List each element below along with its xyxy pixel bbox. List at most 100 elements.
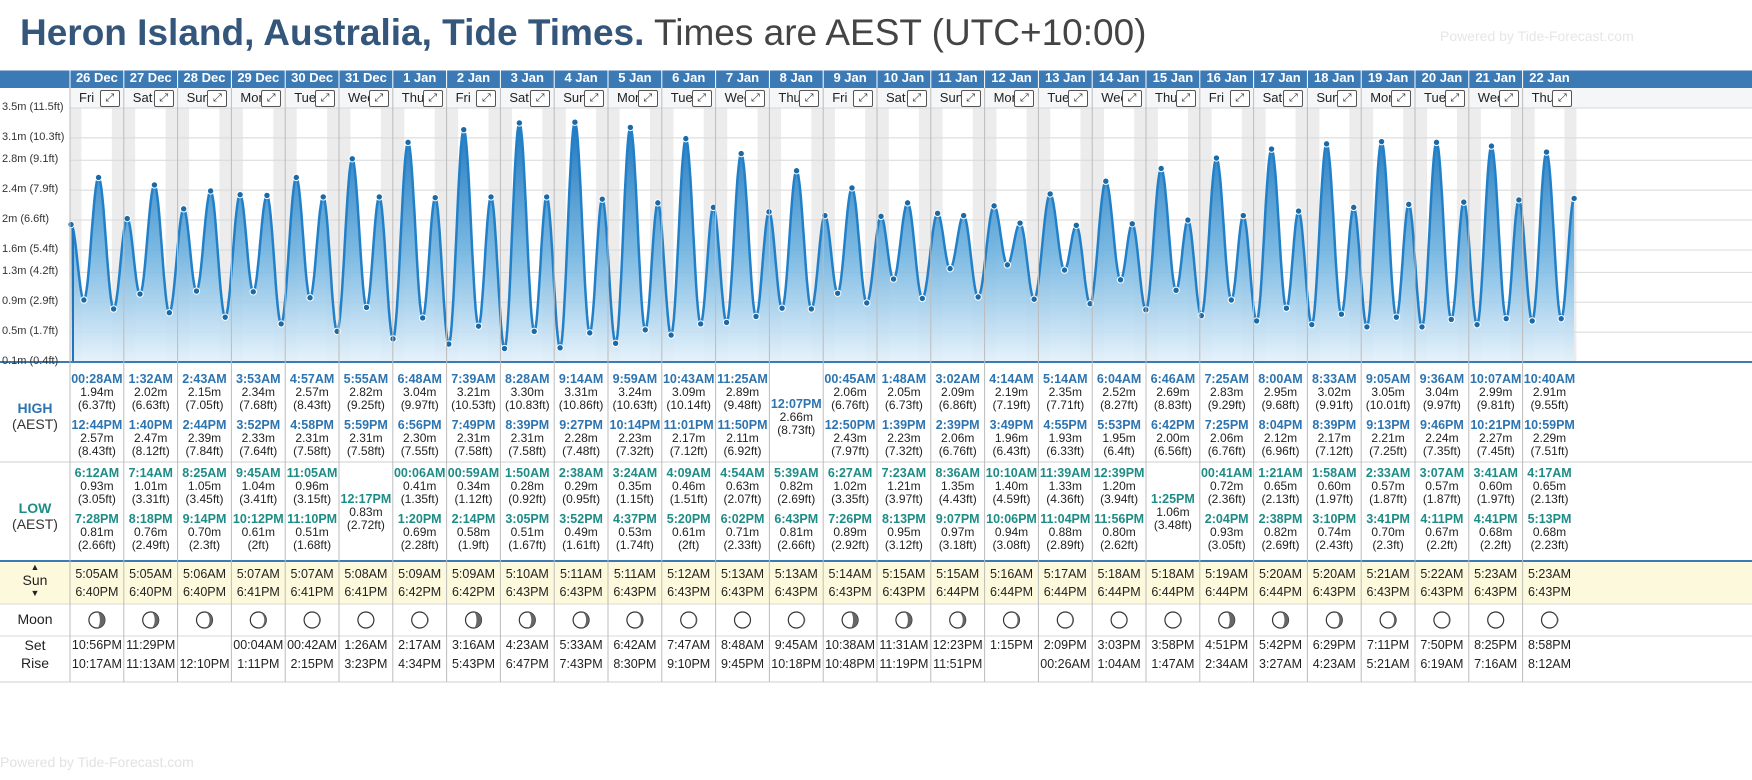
expand-day-icon[interactable]: ⤢ [853, 90, 873, 107]
expand-day-icon[interactable]: ⤢ [1391, 90, 1411, 107]
high-tide-height-m: 2.31m [349, 431, 383, 445]
low-tide-time: 1:25PM [1151, 492, 1195, 506]
sunrise-time: 5:16AM [989, 567, 1034, 581]
high-tide-height-ft: (6.76ft) [938, 444, 977, 458]
expand-day-icon[interactable]: ⤢ [1229, 90, 1250, 107]
low-tide-point [833, 289, 842, 297]
low-tide-height-m: 1.02m [833, 479, 867, 493]
expand-day-icon[interactable]: ⤢ [1068, 90, 1089, 107]
high-tide-point [348, 155, 356, 163]
high-tide-time: 9:59AM [612, 372, 658, 386]
expand-day-icon[interactable]: ⤢ [476, 90, 497, 107]
moonrise-time: 3:23PM [344, 657, 388, 671]
high-tide-time: 1:39PM [882, 418, 926, 432]
low-tide-time: 8:25AM [182, 466, 227, 480]
low-row-tz: (AEST) [12, 516, 58, 532]
moonset-time: 10:56PM [71, 638, 122, 652]
high-tide-time: 10:14PM [609, 418, 661, 432]
expand-day-icon[interactable]: ⤢ [1014, 90, 1035, 107]
expand-day-icon[interactable]: ⤢ [1175, 90, 1196, 107]
sun-up-arrow-icon: ▲ [30, 562, 40, 572]
expand-day-icon[interactable]: ⤢ [906, 90, 927, 107]
low-tide-time: 00:41AM [1200, 466, 1253, 480]
high-tide-height-ft: (8.27ft) [1100, 398, 1139, 412]
low-tide-height-m: 0.61m [672, 525, 706, 539]
expand-day-icon[interactable]: ⤢ [745, 90, 766, 107]
low-tide-point [445, 340, 453, 348]
high-tide-time: 2:43AM [182, 372, 227, 386]
date-label: 14 Jan [1098, 70, 1140, 85]
low-tide-height-m: 0.97m [941, 525, 975, 539]
low-tide-time: 5:39AM [774, 466, 819, 480]
moonset-time: 7:47AM [667, 638, 711, 652]
expand-day-icon[interactable]: ⤢ [1122, 90, 1142, 107]
high-tide-height-m: 2.57m [80, 431, 114, 445]
high-tide-point [263, 191, 271, 200]
low-tide-height-m: 0.81m [80, 525, 114, 539]
low-tide-point [807, 305, 816, 313]
low-tide-height-ft: (3.05ft) [1207, 538, 1246, 552]
low-tide-height-m: 0.80m [1102, 525, 1136, 539]
low-tide-height-m: 0.60m [1479, 479, 1513, 493]
low-tide-height-m: 0.51m [510, 525, 544, 539]
y-tick-label: 3.1m (10.3ft) [2, 130, 65, 143]
expand-day-icon[interactable]: ⤢ [1444, 90, 1465, 107]
low-tide-height-ft: (3.08ft) [992, 538, 1031, 552]
low-tide-height-m: 1.33m [1048, 479, 1082, 493]
sunset-time: 6:42PM [451, 585, 496, 599]
low-tide-point [752, 312, 760, 321]
moonset-time: 3:03PM [1097, 638, 1141, 652]
expand-day-icon[interactable]: ⤢ [368, 90, 389, 107]
high-tide-height-m: 2.52m [1102, 385, 1136, 399]
high-tide-height-m: 2.28m [564, 431, 598, 445]
expand-day-icon[interactable]: ⤢ [1283, 90, 1304, 107]
low-tide-height-ft: (1.35ft) [400, 492, 439, 506]
sunrise-time: 5:18AM [1151, 567, 1195, 581]
expand-day-icon[interactable]: ⤢ [530, 90, 551, 107]
expand-day-icon[interactable]: ⤢ [637, 90, 658, 107]
low-tide-height-m: 0.65m [1263, 479, 1298, 493]
expand-day-icon[interactable]: ⤢ [1498, 90, 1519, 107]
expand-day-icon[interactable]: ⤢ [1337, 90, 1358, 107]
low-tide-height-ft: (4.36ft) [1046, 492, 1085, 506]
high-tide-height-ft: (7.58ft) [293, 444, 332, 458]
low-tide-height-ft: (2.62ft) [1100, 538, 1139, 552]
low-tide-height-ft: (3.41ft) [239, 492, 278, 506]
expand-day-icon[interactable]: ⤢ [422, 90, 443, 107]
low-tide-height-ft: (1.97ft) [1315, 492, 1354, 506]
night-shade [1080, 108, 1093, 362]
low-tide-height-m: 0.46m [672, 479, 706, 493]
high-tide-height-ft: (6.63ft) [131, 398, 170, 412]
expand-day-icon[interactable]: ⤢ [960, 90, 981, 107]
expand-day-icon[interactable]: ⤢ [799, 90, 820, 107]
expand-day-icon[interactable]: ⤢ [99, 90, 120, 107]
expand-day-icon[interactable]: ⤢ [1552, 90, 1573, 107]
expand-day-icon[interactable]: ⤢ [207, 90, 228, 107]
expand-day-icon[interactable]: ⤢ [315, 90, 335, 107]
high-tide-time: 00:45AM [824, 372, 876, 386]
day-of-week-label: Fri [832, 90, 848, 105]
low-tide-height-m: 0.68m [1479, 525, 1513, 539]
high-tide-height-m: 2.47m [134, 431, 168, 445]
low-tide-point [1363, 323, 1371, 331]
sunrise-time: 5:20AM [1312, 567, 1356, 581]
low-tide-height-ft: (2ft) [678, 538, 700, 552]
high-tide-height-ft: (10.86ft) [558, 398, 604, 412]
sunset-time: 6:40PM [75, 585, 119, 599]
high-tide-point [123, 214, 131, 223]
moon-phase-shade [96, 612, 105, 628]
high-tide-height-ft: (7.45ft) [1476, 444, 1515, 458]
high-tide-height-ft: (8.73ft) [777, 423, 816, 437]
high-tide-height-m: 3.05m [1371, 385, 1405, 399]
moonrise-time: 8:12AM [1527, 657, 1572, 671]
expand-day-icon[interactable]: ⤢ [153, 90, 174, 107]
low-tide-height-ft: (3.12ft) [884, 538, 923, 552]
moon-phase-shade [473, 612, 482, 628]
expand-day-icon[interactable]: ⤢ [584, 90, 604, 107]
day-of-week-label: Wed [348, 90, 375, 105]
date-label: 3 Jan [510, 70, 544, 85]
high-tide-time: 10:40AM [1523, 372, 1576, 386]
expand-day-icon[interactable]: ⤢ [261, 90, 282, 107]
expand-day-icon[interactable]: ⤢ [691, 90, 712, 107]
high-tide-height-m: 2.06m [941, 431, 975, 445]
